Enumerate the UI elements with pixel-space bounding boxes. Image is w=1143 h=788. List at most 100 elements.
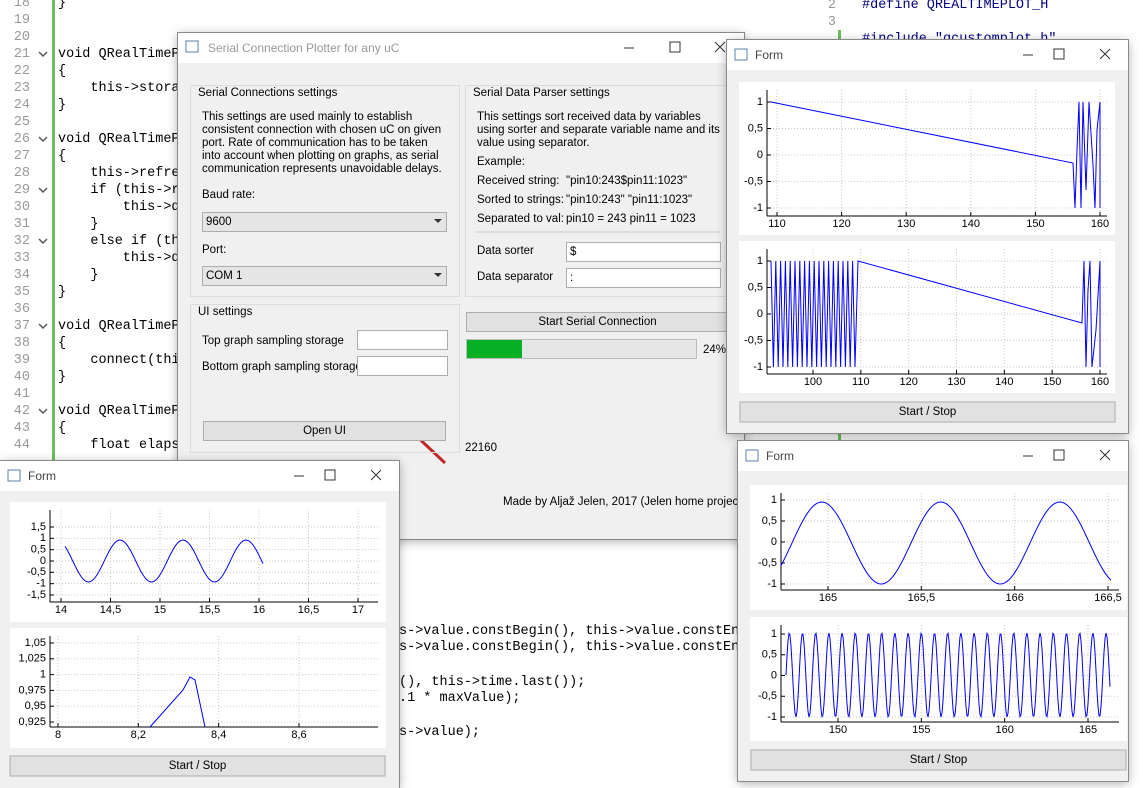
x-tick-label: 16,5 (298, 604, 319, 616)
x-tick-label: 14 (55, 604, 67, 616)
maximize[interactable] (669, 41, 681, 53)
x-tick-label: 17 (352, 604, 364, 616)
app-icon (185, 40, 199, 53)
x-tick-label: 160 (1091, 376, 1109, 388)
code-line: if (this->r (58, 183, 180, 198)
x-tick-label: 165,5 (908, 592, 936, 604)
plot-area (750, 485, 1127, 610)
code-line: s->value.constBegin(), this->value.const… (399, 640, 740, 655)
y-tick-label: -1 (753, 361, 763, 373)
line-number: 39 (13, 353, 30, 368)
y-tick-label: -1 (767, 578, 777, 590)
y-tick-label: 0 (771, 536, 777, 548)
title-bar: Form (727, 40, 1128, 70)
group-title: UI settings (198, 306, 253, 318)
fold-marker[interactable] (38, 408, 48, 416)
code-line: { (58, 64, 67, 79)
baud-combo[interactable]: 9600 (202, 212, 447, 232)
fold-marker[interactable] (38, 187, 48, 195)
x-tick-label: 140 (962, 218, 980, 230)
code-line: (), this->time.last()); (399, 675, 586, 690)
start-stop-button[interactable] (750, 749, 1127, 771)
code-line: void QRealTimeP (58, 132, 180, 147)
row-value: pin10 = 243 pin11 = 1023 (566, 213, 696, 225)
line-number: 2 (827, 0, 836, 13)
x-tick-label: 155 (912, 724, 930, 736)
line-number: 34 (13, 268, 30, 283)
x-tick-label: 110 (768, 218, 786, 230)
form-content: 1 0,5 0 -0,5 -1 110 120 130 140 150 160 1 0,5 0 -0,5 -1… (734, 48, 1116, 423)
start-stop-button[interactable] (9, 755, 386, 777)
footer: Made by Aljaž Jelen, 2017 (Jelen home pr… (503, 496, 744, 508)
y-tick-label: -0,5 (27, 566, 46, 578)
row-value: "pin10:243$pin11:1023" (566, 175, 688, 187)
y-tick-label: -0,5 (758, 557, 777, 569)
group-box (190, 85, 460, 297)
main-window: Serial Connection Plotter for any uC Ser… (178, 33, 744, 539)
sorter-input[interactable]: $ (566, 242, 721, 262)
close[interactable] (370, 469, 382, 481)
line-number: 38 (13, 336, 30, 351)
window-title: Serial Connection Plotter for any uC (208, 41, 400, 55)
app-icon (734, 48, 748, 61)
maximize[interactable] (324, 469, 336, 481)
x-tick-label: 130 (947, 376, 965, 388)
fold-marker[interactable] (38, 51, 48, 59)
open-ui-button[interactable]: Open UI (203, 421, 446, 441)
app-icon (745, 449, 759, 462)
combo-value: COM 1 (206, 270, 243, 282)
maximize[interactable] (1053, 48, 1065, 60)
x-tick-label: 166 (1005, 592, 1023, 604)
y-tick-label: 0 (771, 669, 777, 681)
y-tick-label: 0,925 (18, 716, 46, 728)
close[interactable] (1099, 48, 1111, 60)
x-tick-label: 120 (899, 376, 917, 388)
form-window: Form 1 0,5 0 -0,5 -1 110 120 130 140 150 160 1 0,5 0 -0… (727, 40, 1128, 433)
plot-area (739, 241, 1115, 393)
start-stop-button[interactable] (739, 401, 1116, 423)
top-storage-input[interactable] (357, 330, 448, 350)
plot-area (739, 82, 1115, 235)
description: This settings sort received data by vari… (477, 111, 720, 149)
close[interactable] (714, 41, 726, 53)
progress-track (466, 339, 697, 359)
line-number: 19 (13, 13, 30, 28)
x-tick-label: 160 (1091, 218, 1109, 230)
y-tick-label: 0,5 (762, 649, 777, 661)
row-label: Sorted to strings: (477, 194, 564, 206)
close[interactable] (1099, 449, 1111, 461)
row-label: Received string: (477, 175, 560, 187)
y-tick-label: 1,025 (18, 653, 46, 665)
window-controls (185, 40, 726, 53)
port-combo[interactable]: COM 1 (202, 266, 447, 286)
code-line: } (58, 268, 99, 283)
line-number: 33 (13, 251, 30, 266)
y-tick-label: 0,5 (31, 544, 46, 556)
signal-curve (64, 539, 264, 583)
bottom-storage-input[interactable] (357, 356, 448, 376)
code-line: s->value.constBegin(), this->value.const… (399, 624, 740, 639)
x-tick-label: 8 (55, 729, 61, 741)
fold-marker[interactable] (38, 323, 48, 331)
line-number: 29 (13, 183, 30, 198)
x-tick-label: 150 (829, 724, 847, 736)
group-title: Serial Connections settings (198, 87, 338, 99)
button-label: Start / Stop (899, 406, 957, 418)
y-tick-label: -0,5 (744, 334, 763, 346)
fold-marker[interactable] (38, 136, 48, 144)
fold-marker[interactable] (38, 238, 48, 246)
line-number: 43 (13, 421, 30, 436)
label: Bottom graph sampling storage (202, 361, 362, 373)
start-button[interactable]: Start Serial Connection (466, 312, 729, 332)
maximize[interactable] (1053, 449, 1065, 461)
form-content: 1 0,5 0 -0,5 -1 165 165,5 166 166,5 1 0,5 0 -0,5 -1 15… (745, 449, 1127, 771)
line-number: 18 (13, 0, 30, 11)
code-line: void QRealTimeP (58, 47, 180, 62)
y-tick-label: 0,5 (762, 515, 777, 527)
line-number: 24 (13, 98, 30, 113)
x-tick-label: 110 (852, 376, 870, 388)
code-line: float elaps (58, 438, 180, 453)
line-number: 36 (13, 302, 30, 317)
separator-input[interactable]: : (566, 268, 721, 288)
window-title: Form (766, 449, 794, 463)
